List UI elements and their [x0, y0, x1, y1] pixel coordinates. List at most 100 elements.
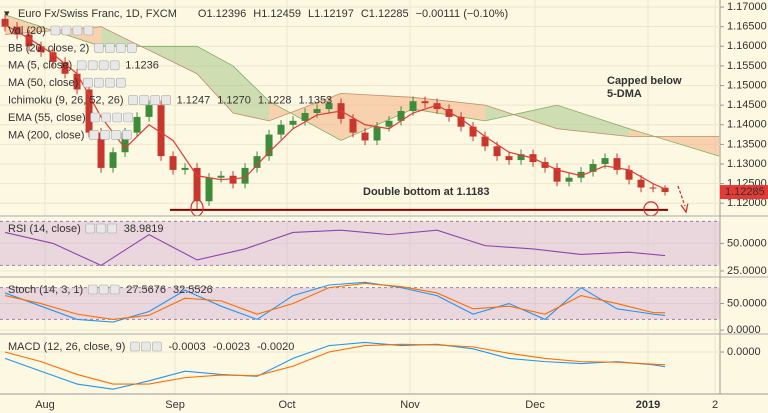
- legend-icon: [139, 95, 149, 105]
- x-tick-label: Nov: [400, 399, 420, 411]
- candle-body: [625, 169, 633, 180]
- cloud-segment: [485, 105, 558, 129]
- down-arrow-head: [680, 202, 689, 214]
- band: [0, 221, 720, 266]
- candle-body: [313, 109, 321, 113]
- collapse-icon[interactable]: ▾: [4, 8, 10, 20]
- legend-icon: [109, 60, 120, 71]
- legend-text: −0.00111 (−0.10%): [416, 8, 509, 20]
- candle-body: [217, 175, 225, 178]
- annotation: 5-DMA: [607, 88, 642, 100]
- x-tick-label: 2019: [636, 399, 660, 411]
- legend-icon: [89, 130, 99, 140]
- legend-icon: [96, 223, 107, 234]
- candle-body: [517, 154, 525, 161]
- legend-icon: [141, 341, 151, 352]
- annotation: Capped below: [607, 75, 682, 87]
- candle-body: [589, 163, 597, 172]
- legend-text: O1.12396: [198, 8, 246, 20]
- indicator-line: [4, 341, 666, 390]
- annotation: Double bottom at 1.1183: [363, 186, 490, 198]
- candle-body: [181, 167, 189, 170]
- candle-body: [637, 179, 645, 188]
- candle-body: [25, 34, 33, 47]
- candle-body: [301, 112, 309, 121]
- indicator-line: [4, 229, 666, 267]
- legend-icon: [116, 43, 126, 53]
- candle-body: [1, 18, 9, 27]
- legend-icon: [152, 341, 162, 352]
- cloud-segment: [233, 65, 270, 121]
- candle-body: [205, 177, 213, 202]
- candle-body: [385, 120, 393, 127]
- candle-body: [97, 132, 105, 168]
- cloud-segment: [557, 105, 630, 137]
- candle-body: [349, 118, 357, 133]
- legend-text: Stoch (14, 3, 1): [8, 284, 83, 296]
- y-tick-label: 1.15500: [727, 60, 767, 72]
- legend-icon: [128, 95, 138, 105]
- candle-body: [121, 132, 129, 153]
- legend-text: EMA (55, close): [8, 112, 86, 124]
- candle-body: [373, 126, 381, 141]
- candle-body: [361, 132, 369, 141]
- candle-body: [553, 167, 561, 182]
- legend-icon: [101, 112, 111, 123]
- legend-text: L1.12197: [308, 8, 354, 20]
- legend-icon: [50, 25, 61, 36]
- legend-icon: [61, 25, 72, 36]
- legend-icon: [83, 77, 93, 88]
- legend-icon: [105, 77, 115, 88]
- y-tick-label: 1.13000: [727, 158, 767, 170]
- candle-body: [253, 156, 261, 168]
- legend-icon: [122, 130, 132, 140]
- legend-icon: [87, 284, 98, 295]
- candle-body: [613, 158, 621, 170]
- y-tick-label: 50.0000: [727, 237, 767, 249]
- legend-icon: [111, 130, 121, 140]
- candle-body: [277, 124, 285, 135]
- last-price-label: 1.12285: [725, 186, 765, 198]
- legend-text: MA (50, close): [8, 77, 78, 89]
- legend-icon: [90, 112, 100, 123]
- legend-text: 1.1353: [299, 95, 333, 107]
- legend-icon: [107, 223, 118, 234]
- y-tick-label: 0.0000: [727, 346, 761, 358]
- legend-icon: [76, 60, 87, 71]
- candle-body: [145, 105, 153, 117]
- last-price-box: [720, 185, 768, 200]
- x-tick-label: Dec: [525, 399, 545, 411]
- candle-body: [577, 171, 585, 178]
- candle-body: [37, 46, 45, 53]
- candle-body: [481, 136, 489, 147]
- candle-body: [229, 175, 237, 184]
- legend-text: 1.1247: [177, 95, 211, 107]
- legend-text: -0.0003: [168, 341, 205, 353]
- y-tick-label: 1.16500: [727, 21, 767, 33]
- band: [0, 287, 720, 320]
- indicator-line: [4, 282, 666, 320]
- legend-text: 27.5676: [126, 284, 166, 296]
- legend-icon: [72, 25, 83, 36]
- candle-body: [541, 162, 549, 168]
- y-tick-label: 1.16000: [727, 40, 767, 52]
- legend-text: BB (20, close, 2): [8, 42, 89, 54]
- legend-icon: [127, 43, 137, 53]
- candle-body: [133, 116, 141, 133]
- legend-icon: [109, 284, 120, 295]
- cloud-line: [5, 26, 720, 137]
- legend-icon: [94, 77, 104, 88]
- y-tick-label: 1.14500: [727, 99, 767, 111]
- legend-icon: [112, 112, 122, 123]
- candle-body: [457, 116, 465, 127]
- legend-text: H1.12459: [253, 8, 301, 20]
- candle-body: [169, 156, 177, 170]
- legend-text: MA (5, close): [8, 60, 72, 72]
- candle-body: [85, 89, 93, 133]
- legend-text: -0.0023: [213, 341, 250, 353]
- legend-icon: [150, 95, 160, 105]
- candle-body: [469, 126, 477, 137]
- candle-body: [661, 187, 669, 193]
- legend-icon: [105, 43, 115, 53]
